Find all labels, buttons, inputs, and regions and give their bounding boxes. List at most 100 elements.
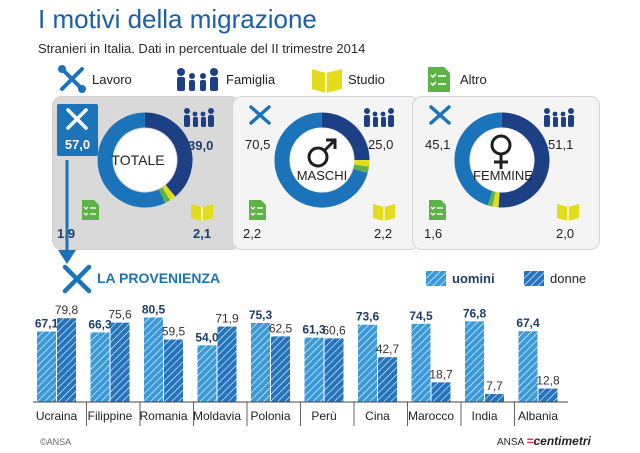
bar-label-uomini-8: 76,8 <box>463 306 487 320</box>
bar-uomini-6 <box>358 324 377 402</box>
brand-name: centimetri <box>533 434 591 448</box>
bar-label-uomini-7: 74,5 <box>409 309 433 323</box>
panel-femmine-lavoro: 45,1 <box>425 137 451 152</box>
family-icon <box>177 68 218 91</box>
bar-donne-8 <box>485 393 504 402</box>
legend-donne-swatch <box>524 271 544 286</box>
panel-totale-label: TOTALE <box>111 152 165 168</box>
category-label-4: Polonia <box>250 409 290 423</box>
bar-donne-4 <box>271 336 290 402</box>
panel-maschi-lavoro: 70,5 <box>245 137 271 152</box>
legend-donne-label: donne <box>550 271 587 286</box>
bar-donne-5 <box>324 338 344 402</box>
category-label-7: Marocco <box>408 409 454 423</box>
tools-icon <box>58 65 86 93</box>
bar-label-uomini-5: 61,3 <box>302 323 326 337</box>
checklist-icon <box>428 67 450 92</box>
panel-maschi-label: MASCHI <box>296 168 348 183</box>
bar-label-uomini-1: 66,3 <box>88 317 112 331</box>
bar-uomini-3 <box>197 345 217 402</box>
bar-uomini-2 <box>144 317 163 402</box>
panel-femmine-altro: 1,6 <box>424 226 443 241</box>
category-label-5: Perù <box>311 409 336 423</box>
bar-label-uomini-4: 75,3 <box>249 308 273 322</box>
legend-uomini: uomini <box>426 271 495 286</box>
panel-femmine-label: FEMMINE <box>473 168 533 183</box>
bar-label-donne-9: 12,8 <box>536 374 560 388</box>
legend-altro-label: Altro <box>460 71 487 87</box>
panel-totale-lavoro: 57,0 <box>64 137 91 152</box>
legend-altro: Altro <box>424 64 487 94</box>
bar-label-uomini-0: 67,1 <box>35 317 59 331</box>
bar-donne-3 <box>217 326 237 402</box>
bar-label-donne-1: 75,6 <box>108 308 132 322</box>
bar-uomini-0 <box>37 331 56 402</box>
bar-uomini-9 <box>518 331 538 402</box>
panel-maschi-famiglia: 25,0 <box>368 137 394 152</box>
tools-icon <box>62 264 92 294</box>
page-subtitle: Stranieri in Italia. Dati in percentuale… <box>38 41 366 56</box>
category-label-0: Ucraina <box>36 409 78 423</box>
bar-donne-2 <box>164 339 183 402</box>
legend-uomini-label: uomini <box>452 271 495 286</box>
bar-label-uomini-6: 73,6 <box>356 310 380 324</box>
bar-label-donne-8: 7,7 <box>486 379 503 393</box>
bar-label-donne-0: 79,8 <box>55 303 79 317</box>
legend-uomini-swatch <box>426 271 446 286</box>
bar-donne-9 <box>538 388 558 402</box>
tools-icon <box>249 105 271 125</box>
bar-label-uomini-3: 54,0 <box>195 330 219 344</box>
legend-studio: Studio <box>310 64 385 94</box>
brand-prefix: ANSA <box>497 437 524 448</box>
female-symbol-icon <box>490 134 512 169</box>
category-label-2: Romania <box>139 409 187 423</box>
bar-label-uomini-9: 67,4 <box>516 316 540 330</box>
bar-label-donne-5: 60,6 <box>322 323 346 337</box>
panel-totale-famiglia: 39,0 <box>188 138 214 153</box>
bar-label-donne-3: 71,9 <box>215 312 239 326</box>
copyright: ©ANSA <box>40 437 72 447</box>
panel-maschi-studio: 2,2 <box>374 226 393 241</box>
bar-label-donne-4: 62,5 <box>269 321 293 335</box>
bar-label-uomini-2: 80,5 <box>142 302 166 316</box>
bar-uomini-7 <box>411 323 431 402</box>
bar-uomini-5 <box>304 337 324 402</box>
male-symbol-icon <box>307 138 337 168</box>
brand: ANSA =centimetri <box>497 434 591 448</box>
legend-studio-label: Studio <box>348 71 385 87</box>
bar-label-donne-7: 18,7 <box>429 367 453 381</box>
bar-uomini-1 <box>90 332 110 402</box>
legend-famiglia-label: Famiglia <box>226 71 276 87</box>
bar-label-donne-6: 42,7 <box>376 342 400 356</box>
bar-donne-1 <box>110 322 130 402</box>
provenienza-title: LA PROVENIENZA <box>97 270 221 286</box>
panel-femmine-studio: 2,0 <box>556 226 575 241</box>
book-icon <box>312 69 342 93</box>
book-icon <box>373 204 395 221</box>
panel-totale-studio: 2,1 <box>193 226 212 241</box>
bar-donne-0 <box>57 318 76 402</box>
bar-donne-7 <box>431 382 451 402</box>
category-label-1: Filippine <box>88 409 133 423</box>
category-label-6: Cina <box>365 409 390 423</box>
page-title: I motivi della migrazione <box>38 4 317 34</box>
bar-donne-6 <box>378 357 397 402</box>
category-label-9: Albania <box>518 409 558 423</box>
arrow-down-icon <box>58 160 76 264</box>
panel-maschi-altro: 2,2 <box>243 226 262 241</box>
bar-uomini-8 <box>465 321 484 402</box>
lavoro-highlight-box <box>57 104 98 156</box>
tools-icon <box>429 105 451 125</box>
legend-donne: donne <box>524 271 586 286</box>
panel-femmine-famiglia: 51,1 <box>548 137 574 152</box>
book-icon <box>191 204 213 221</box>
legend-lavoro: Lavoro <box>56 64 132 94</box>
legend-lavoro-label: Lavoro <box>92 71 132 87</box>
legend-famiglia: Famiglia <box>174 64 275 94</box>
book-icon <box>557 204 579 221</box>
category-label-8: India <box>471 409 497 423</box>
bar-label-donne-2: 59,5 <box>162 325 186 339</box>
checklist-icon <box>82 200 99 220</box>
category-label-3: Moldavia <box>193 409 241 423</box>
